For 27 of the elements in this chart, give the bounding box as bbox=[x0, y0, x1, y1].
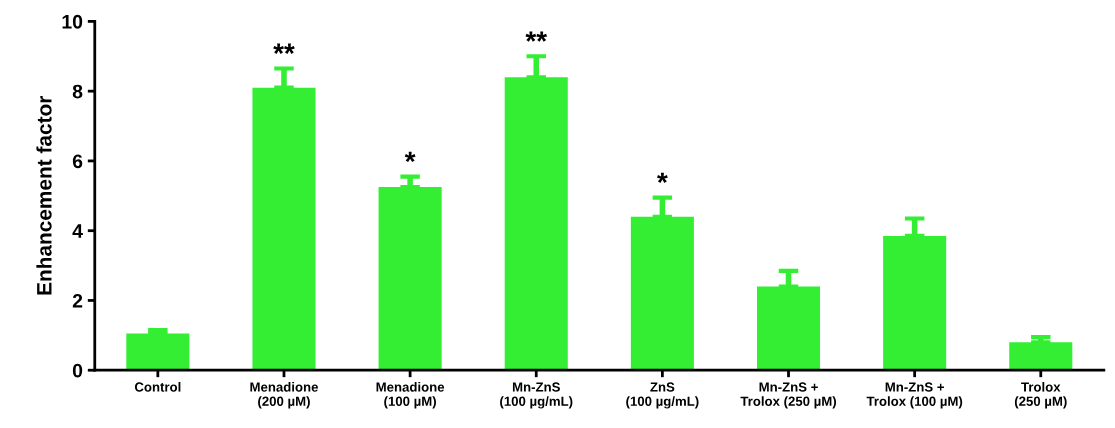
annotation: ** bbox=[273, 43, 295, 54]
y-tick-label: 4 bbox=[72, 224, 83, 238]
annotation: * bbox=[657, 172, 668, 184]
bar bbox=[126, 333, 190, 371]
x-tick-label: Control bbox=[134, 382, 181, 392]
y-tick-label: 10 bbox=[62, 14, 83, 29]
x-tick-label: Trolox (250 µM) bbox=[1014, 382, 1067, 409]
bar bbox=[504, 77, 568, 371]
y-tick-label: 2 bbox=[72, 293, 83, 308]
bar bbox=[378, 187, 442, 371]
bar bbox=[252, 87, 316, 371]
y-tick-label: 6 bbox=[72, 154, 83, 169]
x-tick-label: ZnS (100 µg/mL) bbox=[626, 382, 699, 409]
y-axis-title: Enhancement factor bbox=[36, 95, 52, 295]
x-tick-label: Mn-ZnS + Trolox (100 µM) bbox=[866, 382, 963, 409]
y-tick-label: 8 bbox=[72, 84, 83, 99]
bar bbox=[756, 286, 821, 371]
x-tick-label: Mn-ZnS (100 µg/mL) bbox=[500, 382, 573, 409]
annotation: * bbox=[404, 151, 416, 163]
bar bbox=[630, 216, 694, 371]
bar bbox=[1009, 342, 1073, 371]
bar bbox=[883, 235, 947, 371]
annotation: ** bbox=[525, 31, 548, 42]
y-tick-label: 0 bbox=[72, 363, 83, 378]
x-tick-label: Mn-ZnS + Trolox (250 µM) bbox=[740, 382, 837, 409]
x-tick-label: Menadione (100 µM) bbox=[376, 382, 445, 409]
x-tick-label: Menadione (200 µM) bbox=[250, 382, 318, 409]
